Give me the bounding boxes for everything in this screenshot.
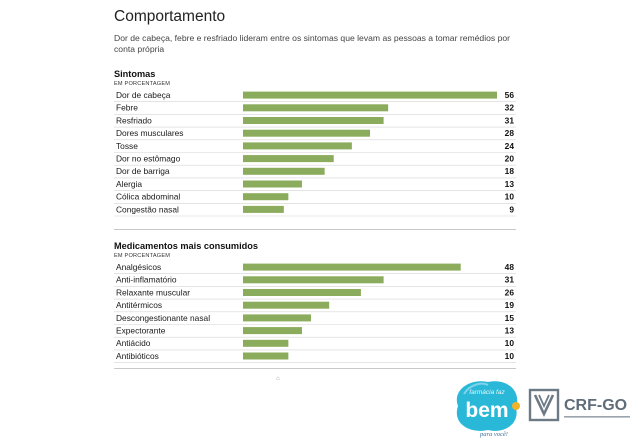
- page-subtitle: Dor de cabeça, febre e resfriado lideram…: [114, 33, 510, 54]
- symptom-category-label: Dor de barriga: [116, 166, 170, 176]
- symptom-bar: [243, 142, 352, 150]
- crf-go-logo: CRF-GO: [528, 388, 630, 422]
- svg-text:CRF-GO: CRF-GO: [564, 397, 627, 414]
- farmacia-faz-bem-logo: farmácia faz bem para você!: [456, 381, 520, 438]
- symptom-bar: [243, 155, 334, 163]
- medicine-value-label: 48: [505, 262, 515, 272]
- symptom-value-label: 24: [505, 141, 515, 151]
- symptom-bar: [243, 193, 289, 201]
- medicine-category-label: Relaxante muscular: [116, 287, 190, 297]
- symptom-category-label: Dor no estômago: [116, 154, 181, 164]
- symptoms-chart: Dor de cabeça 56 Febre 32 Resfriado 31 Dores m…: [114, 89, 516, 218]
- page-mark-icon: ⌂: [276, 376, 280, 382]
- symptom-bar: [243, 205, 284, 213]
- symptom-value-label: 18: [505, 166, 515, 176]
- symptom-category-label: Resfriado: [116, 115, 152, 125]
- medicines-chart: Analgésicos 48 Anti-inflamatório 31 Relaxant…: [114, 261, 516, 365]
- symptom-category-label: Congestão nasal: [116, 204, 179, 214]
- symptom-bar: [243, 167, 325, 175]
- medicines-chart-title: Medicamentos mais consumidos: [114, 241, 258, 251]
- symptom-value-label: 9: [509, 204, 514, 214]
- symptom-category-label: Alergia: [116, 179, 142, 189]
- medicines-chart-unit: EM PORCENTAGEM: [114, 253, 171, 259]
- medicine-value-label: 15: [505, 313, 515, 323]
- bottom-divider: [114, 368, 516, 369]
- symptoms-chart-unit: EM PORCENTAGEM: [114, 81, 171, 87]
- symptom-value-label: 28: [505, 128, 515, 138]
- medicine-bar: [243, 352, 289, 360]
- medicine-value-label: 26: [505, 287, 515, 297]
- medicine-bar: [243, 276, 384, 284]
- medicine-value-label: 13: [505, 326, 515, 336]
- medicine-category-label: Antibióticos: [116, 351, 159, 361]
- symptom-value-label: 56: [505, 90, 515, 100]
- symptom-bar: [243, 180, 302, 188]
- symptom-bar: [243, 104, 389, 112]
- medicine-category-label: Antitérmicos: [116, 300, 162, 310]
- symptom-value-label: 32: [505, 103, 515, 113]
- medicine-category-label: Descongestionante nasal: [116, 313, 210, 323]
- medicines-section: Medicamentos mais consumidos EM PORCENTA…: [114, 240, 516, 365]
- medicine-category-label: Analgésicos: [116, 262, 161, 272]
- symptoms-section: Sintomas EM PORCENTAGEM Dor de cabeça 56 F…: [114, 68, 516, 218]
- symptom-bar: [243, 91, 497, 99]
- medicine-value-label: 31: [505, 275, 515, 285]
- medicine-value-label: 10: [505, 338, 515, 348]
- medicine-category-label: Expectorante: [116, 326, 166, 336]
- symptom-bar: [243, 129, 370, 137]
- symptom-category-label: Dores musculares: [116, 128, 184, 138]
- medicine-category-label: Antiácido: [116, 338, 151, 348]
- symptom-category-label: Febre: [116, 103, 138, 113]
- symptoms-chart-title: Sintomas: [114, 69, 156, 79]
- symptom-category-label: Tosse: [116, 141, 138, 151]
- medicine-bar: [243, 327, 302, 335]
- symptom-value-label: 20: [505, 154, 515, 164]
- symptom-bar: [243, 117, 384, 124]
- symptom-chart-svg: Dor de cabeça 56 Febre 32 Resfriado 31 Dores m…: [114, 90, 516, 217]
- medicine-bar: [243, 301, 330, 309]
- svg-text:para você!: para você!: [479, 431, 508, 438]
- page-title: Comportamento: [114, 8, 226, 25]
- medicine-category-label: Anti-inflamatório: [116, 275, 177, 285]
- symptom-value-label: 10: [505, 192, 515, 202]
- medicine-bar: [243, 289, 361, 296]
- symptom-category-label: Dor de cabeça: [116, 90, 171, 100]
- medicine-bar: [243, 314, 312, 322]
- medicine-value-label: 19: [505, 300, 515, 310]
- symptom-value-label: 31: [505, 115, 515, 125]
- svg-text:farmácia faz: farmácia faz: [469, 389, 505, 396]
- medicine-bar: [243, 263, 461, 271]
- medicine-value-label: 10: [505, 351, 515, 361]
- symptom-category-label: Cólica abdominal: [116, 192, 180, 202]
- section-divider: [114, 229, 516, 230]
- symptom-value-label: 13: [505, 179, 515, 189]
- medicine-bar: [243, 339, 289, 347]
- medicine-chart-svg: Analgésicos 48 Anti-inflamatório 31 Relaxant…: [114, 262, 516, 363]
- svg-text:bem: bem: [465, 399, 508, 422]
